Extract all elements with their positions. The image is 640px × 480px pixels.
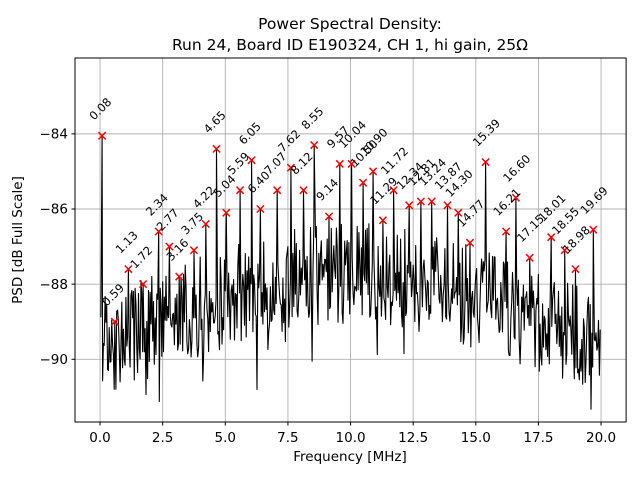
peak-annotation: 4.65 <box>201 108 229 136</box>
peak-annotation: 19.69 <box>578 184 611 217</box>
x-tick-label: 2.5 <box>152 430 173 446</box>
y-tick-label: −86 <box>40 202 69 218</box>
peak-marker <box>589 225 598 234</box>
chart-subtitle: Run 24, Board ID E190324, CH 1, hi gain,… <box>172 36 528 54</box>
peak-marker <box>525 253 534 262</box>
peak-annotation: 11.29 <box>367 174 400 207</box>
psd-trace <box>100 135 601 410</box>
peak-marker <box>335 159 344 169</box>
peak-annotation: 9.14 <box>313 176 341 204</box>
x-tick-label: 10.0 <box>336 430 366 446</box>
peak-marker <box>235 186 245 195</box>
peak-marker <box>110 317 119 326</box>
peak-marker <box>201 219 210 229</box>
peak-marker <box>368 167 378 176</box>
chart-title: Power Spectral Density: <box>258 15 442 33</box>
peak-marker <box>358 178 368 187</box>
peak-annotation: 8.55 <box>298 104 326 132</box>
x-tick-label: 0.0 <box>89 430 110 446</box>
peak-marker <box>481 157 490 167</box>
peak-annotation: 16.21 <box>490 185 523 218</box>
peak-marker <box>405 201 414 210</box>
peak-annotation: 3.75 <box>178 209 206 237</box>
peak-marker <box>427 197 436 206</box>
peak-marker <box>256 204 265 214</box>
peak-marker <box>273 186 282 195</box>
peak-marker <box>97 131 107 140</box>
peak-marker <box>560 246 569 255</box>
peak-marker-layer <box>97 131 598 326</box>
peak-annotation: 0.08 <box>86 95 114 123</box>
x-tick-label: 15.0 <box>461 430 491 446</box>
peak-marker <box>501 227 511 236</box>
y-tick-label: −84 <box>40 127 69 143</box>
peak-marker <box>389 186 398 195</box>
peak-marker <box>247 156 256 165</box>
y-axis-label: PSD [dB Full Scale] <box>10 176 26 304</box>
peak-marker <box>286 163 296 172</box>
peak-marker <box>124 264 133 274</box>
peak-marker <box>189 246 199 255</box>
peak-marker <box>165 242 174 251</box>
peak-marker <box>378 216 388 225</box>
peak-marker <box>465 238 475 247</box>
tick-layer: 0.0 2.5 5.0 7.5 10.0 12.5 15.0 17.5 20.0 −84 −86 −8… <box>40 127 617 446</box>
y-tick-label: −90 <box>40 352 69 368</box>
x-axis-label: Frequency [MHz] <box>293 449 406 465</box>
peak-marker <box>443 201 452 210</box>
peak-marker <box>154 227 163 236</box>
peak-marker <box>454 208 463 217</box>
x-tick-label: 20.0 <box>586 430 616 446</box>
x-tick-label: 7.5 <box>277 430 298 446</box>
peak-annotation: 8.12 <box>288 149 316 177</box>
peak-marker <box>310 140 319 150</box>
peak-annotation: 6.05 <box>236 119 264 147</box>
peak-marker <box>416 197 426 206</box>
x-tick-label: 5.0 <box>215 430 236 446</box>
peak-marker <box>511 193 521 202</box>
y-tick-label: −88 <box>40 277 69 293</box>
peak-marker <box>222 208 231 217</box>
peak-marker <box>571 264 580 274</box>
x-tick-label: 12.5 <box>398 430 428 446</box>
x-tick-label: 17.5 <box>523 430 553 446</box>
peak-marker <box>324 212 334 221</box>
trace-layer <box>100 135 601 410</box>
peak-marker <box>547 233 556 242</box>
peak-marker <box>299 186 308 195</box>
peak-annotation: 16.60 <box>500 152 533 185</box>
peak-annotation: 15.39 <box>470 116 503 149</box>
peak-marker <box>347 159 356 169</box>
peak-annotation: 0.59 <box>99 281 127 309</box>
peak-marker <box>175 272 184 281</box>
peak-marker <box>212 144 221 154</box>
peak-annotation: 3.16 <box>163 236 191 264</box>
peak-marker <box>138 279 148 289</box>
